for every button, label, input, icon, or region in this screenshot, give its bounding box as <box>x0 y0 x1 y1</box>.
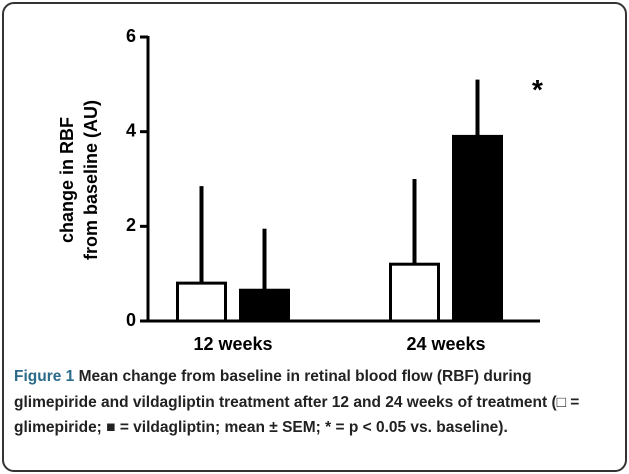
bar <box>389 262 440 323</box>
y-tick-label: 0 <box>126 310 136 330</box>
chart: change in RBF from baseline (AU) 0 2 4 6 12 … <box>57 26 543 354</box>
y-axis-label: from baseline (AU) <box>81 100 101 260</box>
y-tick-label: 4 <box>126 120 136 140</box>
annotation: * <box>532 74 543 105</box>
x-tick-label: 24 weeks <box>406 334 485 354</box>
x-tick-label: 12 weeks <box>193 334 272 354</box>
bar <box>176 281 227 323</box>
y-tick-label: 2 <box>126 215 136 235</box>
y-axis-label: change in RBF <box>57 117 77 243</box>
bar <box>452 134 503 323</box>
caption-text: Mean change from baseline in retinal blo… <box>14 368 580 436</box>
y-tick-label: 6 <box>126 26 136 46</box>
bar <box>239 288 290 323</box>
caption-label: Figure 1 <box>14 368 75 385</box>
caption: Figure 1 Mean change from baseline in re… <box>14 364 614 441</box>
